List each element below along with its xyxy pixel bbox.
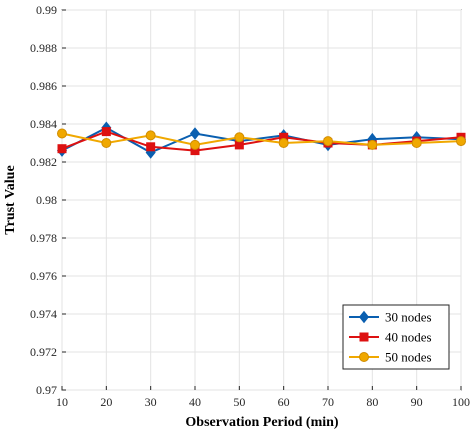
y-tick-label: 0.978 (30, 231, 57, 245)
legend-marker (358, 310, 370, 324)
x-tick-label: 10 (56, 395, 68, 409)
x-tick-label: 40 (189, 395, 201, 409)
y-axis-title: Trust Value (3, 165, 18, 234)
legend: 30 nodes 40 nodes 50 nodes (342, 304, 450, 370)
data-point (57, 144, 67, 154)
data-point (101, 138, 112, 148)
data-point (323, 136, 333, 147)
legend-item: 50 nodes (349, 350, 432, 365)
x-tick-label: 20 (100, 395, 112, 409)
x-tick-label: 50 (233, 395, 245, 409)
legend-item: 30 nodes (349, 310, 432, 325)
legend-item: 40 nodes (349, 330, 432, 345)
y-tick-label: 0.986 (30, 79, 57, 93)
x-tick-label: 90 (411, 395, 423, 409)
y-ticks: 0.97 0.972 0.974 0.976 0.978 0.98 0.982 0.984 0.… (30, 3, 66, 397)
data-point (146, 142, 156, 152)
y-tick-label: 0.976 (30, 269, 57, 283)
legend-label: 30 nodes (385, 310, 432, 325)
y-tick-label: 0.98 (36, 193, 57, 207)
data-point (234, 132, 245, 143)
y-tick-label: 0.97 (36, 383, 57, 397)
x-tick-label: 70 (322, 395, 334, 409)
data-point (367, 139, 378, 150)
data-point (411, 138, 422, 148)
y-tick-label: 0.984 (30, 117, 57, 131)
data-point (101, 127, 111, 137)
x-axis-title: Observation Period (min) (185, 415, 339, 430)
data-point (278, 138, 289, 148)
data-point (189, 127, 201, 140)
legend-marker (359, 332, 369, 342)
y-tick-label: 0.974 (30, 307, 57, 321)
x-tick-label: 100 (452, 395, 470, 409)
data-point (456, 136, 466, 147)
y-tick-label: 0.982 (30, 155, 57, 169)
x-tick-label: 30 (145, 395, 157, 409)
y-tick-label: 0.972 (30, 345, 57, 359)
legend-label: 50 nodes (385, 350, 432, 365)
data-point (145, 130, 156, 141)
data-point (190, 139, 200, 150)
legend-marker (359, 352, 369, 362)
grid (61, 9, 462, 391)
y-tick-label: 0.99 (36, 3, 57, 17)
series-3 (57, 128, 466, 150)
x-ticks: 10 20 30 40 50 60 70 80 90 100 (56, 386, 470, 409)
x-tick-label: 80 (366, 395, 378, 409)
data-point (57, 128, 67, 139)
series-line (61, 132, 462, 146)
x-tick-label: 60 (278, 395, 290, 409)
series-layer (56, 121, 467, 159)
legend-label: 40 nodes (385, 330, 432, 345)
y-tick-label: 0.988 (30, 41, 57, 55)
